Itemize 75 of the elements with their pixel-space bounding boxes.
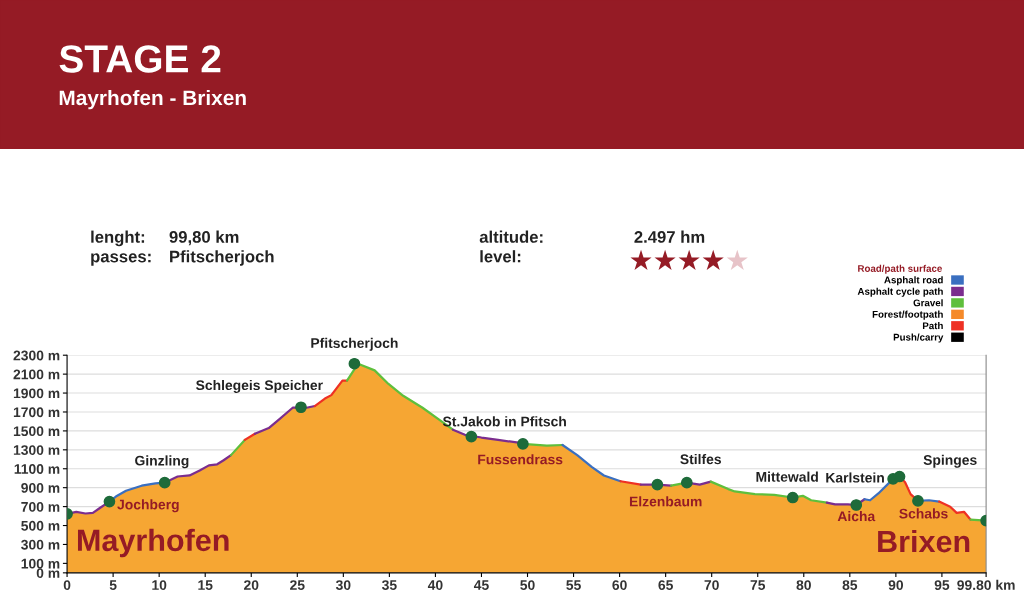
x-tick-label: 85	[842, 580, 858, 590]
annotation: Jochberg	[117, 499, 179, 513]
chart-title: STAGE 2	[59, 45, 221, 73]
point	[912, 495, 924, 507]
y-tick-label: 1700 m	[13, 407, 60, 418]
x-tick-label: 30	[335, 580, 351, 590]
legend-title: Road/path surface	[858, 264, 942, 274]
y-tick-label: 0 m	[36, 568, 60, 579]
x-tick-label: 60	[612, 580, 627, 590]
annotation: Spinges	[923, 454, 977, 468]
annotation: Elzenbaum	[629, 496, 702, 507]
x-tick-label: 65	[658, 580, 673, 590]
y-tick-label: 2300 m	[13, 350, 60, 361]
text: lenght:	[91, 230, 145, 247]
annotation: Stilfes	[680, 453, 721, 465]
annotation: Ginzling	[135, 455, 189, 469]
legend-label: Asphalt cycle path	[857, 287, 943, 297]
x-tick-label: 90	[888, 580, 904, 590]
x-tick-label: 20	[244, 580, 259, 590]
annotation: Aicha	[837, 511, 876, 522]
annotation: Mittewald	[756, 471, 818, 482]
text: level:	[480, 250, 521, 263]
point	[103, 495, 116, 508]
point	[651, 478, 664, 491]
point	[465, 430, 478, 443]
legend-label: Gravel	[913, 299, 943, 307]
chart-subtitle: Mayrhofen - Brixen	[59, 89, 246, 110]
x-tick-label: 25	[290, 580, 305, 590]
annotation: Karlstein	[826, 472, 884, 483]
text: altitude:	[479, 230, 543, 243]
x-tick-label: 35	[381, 580, 397, 590]
x-tick-label: 0	[63, 580, 71, 590]
y-tick-label: 2100 m	[13, 369, 60, 380]
x-tick-label: 10	[152, 580, 167, 590]
x-tick-label: 70	[704, 580, 719, 590]
x-tick-label: 15	[198, 580, 213, 590]
annotation: Mayrhofen	[77, 528, 229, 558]
annotation: Schlegeis Speicher	[196, 379, 323, 393]
text: Pfitscherjoch	[170, 250, 274, 266]
y-tick-label: 1100 m	[14, 464, 60, 474]
text: 2.497 hm	[634, 230, 705, 243]
y-tick-label: 900 m	[21, 483, 60, 493]
text: passes:	[91, 253, 151, 266]
x-tick-label: 75	[750, 580, 766, 590]
annotation: Fussendrass	[478, 454, 563, 465]
x-tick-label: 50	[520, 580, 535, 590]
legend-label: Push/carry	[893, 333, 944, 343]
annotation: Brixen	[878, 529, 970, 553]
x-tick-label: 5	[109, 580, 117, 590]
y-tick-label: 700 m	[21, 501, 60, 512]
y-tick-label: 1900 m	[13, 388, 60, 399]
annotation: St.Jakob in Pfitsch	[442, 416, 566, 427]
point	[850, 499, 863, 511]
y-tick-label: 100 m	[21, 558, 60, 569]
point	[517, 438, 529, 450]
y-tick-label: 300 m	[21, 539, 60, 550]
legend-label: Forest/footpath	[872, 310, 943, 320]
y-tick-label: 1300 m	[13, 445, 60, 456]
x-tick-label: 95	[934, 580, 950, 590]
x-tick-label: 40	[427, 580, 443, 590]
annotation: Pfitscherjoch	[311, 337, 398, 351]
x-tick-label: 99.80 km	[957, 579, 1015, 590]
point	[680, 476, 693, 489]
point	[893, 470, 906, 483]
legend-label: Asphalt road	[884, 276, 943, 286]
x-tick-label: 80	[796, 580, 811, 590]
point	[295, 401, 307, 414]
x-tick-label: 55	[566, 580, 581, 590]
annotation: Schabs	[899, 508, 948, 519]
point	[158, 476, 171, 489]
y-tick-label: 500 m	[21, 520, 60, 531]
legend-label: Path	[922, 322, 943, 330]
y-tick-label: 1500 m	[13, 426, 60, 437]
x-tick-label: 45	[473, 580, 489, 590]
text: 99,80 km	[169, 230, 239, 246]
